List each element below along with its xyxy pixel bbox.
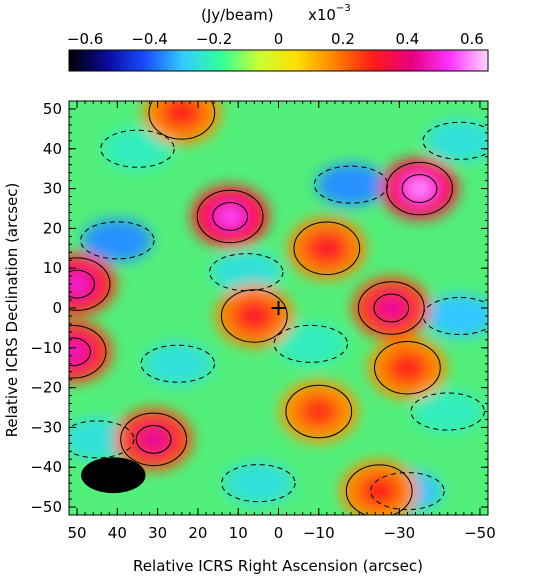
axis-ticks — [69, 101, 488, 515]
positive-contour-inner — [69, 337, 91, 367]
source-core — [243, 307, 266, 325]
negative-region — [142, 342, 213, 386]
source-core — [69, 275, 88, 293]
y-axis-label: Relative ICRS Declination (arcsec) — [3, 183, 21, 438]
x-tick-label: −10 — [303, 524, 335, 542]
x-tick-label: 10 — [229, 524, 248, 542]
negative-region — [412, 389, 483, 434]
positive-contour — [69, 257, 111, 311]
y-tick-label: −40 — [30, 458, 62, 476]
positive-contour-inner — [212, 202, 249, 231]
source-core — [396, 359, 419, 377]
positive-contour-inner — [69, 269, 95, 299]
negative-region — [223, 461, 294, 505]
negative-contour — [370, 472, 445, 511]
y-tick-label: 10 — [43, 259, 62, 277]
colorbar-unit-label: (Jy/beam) — [201, 6, 274, 24]
colorbar-tick-label: 0.2 — [331, 30, 355, 48]
y-tick-label: 0 — [52, 299, 62, 317]
positive-contour — [220, 289, 288, 343]
x-tick-label: 50 — [68, 524, 87, 542]
x-tick-label: 20 — [188, 524, 207, 542]
source-core — [170, 104, 193, 122]
positive-contour — [293, 221, 361, 276]
colorbar-tick-label: 0.4 — [395, 30, 419, 48]
colorbar-exponent-power: −3 — [336, 3, 351, 14]
phase-center-marker — [271, 301, 286, 315]
x-axis-label: Relative ICRS Right Ascension (arcsec) — [133, 557, 423, 575]
source-core — [69, 343, 84, 361]
source-core — [142, 430, 165, 449]
beam — [81, 457, 146, 494]
negative-contour — [209, 253, 284, 292]
negative-region — [275, 322, 346, 366]
beam-ellipse — [81, 457, 146, 494]
negative-region — [424, 119, 488, 163]
colorbar-exponent-base: x10 — [308, 6, 336, 24]
negative-region — [316, 162, 386, 207]
colorbar-tick-label: 0.6 — [460, 30, 484, 48]
y-tick-label: 20 — [43, 219, 62, 237]
source-core — [408, 179, 431, 198]
y-tick-labels: 50 40 30 20 10 0 −10 −20 −30 −40 −50 — [30, 100, 62, 516]
negative-contour — [313, 165, 389, 204]
negative-contour — [221, 464, 296, 503]
colorbar — [68, 49, 489, 72]
negative-contour — [410, 392, 485, 431]
source-core — [316, 239, 338, 257]
negative-region — [102, 127, 173, 171]
x-tick-label: 0 — [274, 524, 284, 542]
colorbar-tick-label: 0 — [274, 30, 284, 48]
x-tick-labels: 50 40 30 20 10 0 −10 −30 −50 — [68, 524, 496, 542]
colorbar-tick-labels: −0.6 −0.4 −0.2 0 0.2 0.4 0.6 — [67, 30, 484, 48]
y-tick-label: −10 — [30, 339, 62, 357]
positive-contour — [120, 412, 187, 467]
negative-contour — [273, 324, 348, 363]
negative-contour — [80, 221, 155, 260]
positive-contour — [196, 189, 264, 244]
colorbar-tick-label: −0.2 — [196, 30, 232, 48]
source-core — [219, 207, 241, 226]
positive-contour — [357, 281, 425, 335]
negative-region — [69, 417, 133, 461]
negative-region — [424, 294, 488, 338]
y-tick-label: −30 — [30, 418, 62, 436]
y-tick-label: 40 — [43, 140, 62, 158]
negative-region — [82, 218, 153, 262]
positive-contour — [374, 340, 441, 395]
negative-contour — [100, 129, 175, 168]
colorbar-title: (Jy/beam) x10 −3 — [201, 3, 351, 24]
colorbar-tick-label: −0.4 — [131, 30, 167, 48]
positive-contour — [345, 464, 413, 515]
y-tick-label: −20 — [30, 379, 62, 397]
y-tick-label: 50 — [43, 100, 62, 118]
intensity-map — [69, 101, 488, 515]
positive-contour-inner — [401, 174, 438, 203]
x-tick-label: 30 — [148, 524, 167, 542]
source-core — [368, 482, 391, 500]
x-tick-label: −30 — [384, 524, 416, 542]
source-core — [380, 299, 403, 317]
y-tick-label: 30 — [43, 180, 62, 198]
x-tick-label: −50 — [464, 524, 496, 542]
x-tick-label: 40 — [108, 524, 127, 542]
positive-contour-inner — [373, 293, 410, 323]
image-plot — [69, 101, 488, 515]
colorbar-tick-label: −0.6 — [67, 30, 103, 48]
negative-contour — [140, 344, 216, 383]
positive-contour — [148, 101, 216, 140]
contours — [69, 101, 488, 515]
positive-contour — [285, 384, 353, 439]
negative-contour — [69, 420, 135, 459]
positive-contour — [69, 325, 107, 379]
y-tick-label: −50 — [30, 498, 62, 516]
negative-region — [211, 250, 282, 294]
source-core — [307, 402, 330, 421]
positive-contour-inner — [135, 424, 172, 454]
